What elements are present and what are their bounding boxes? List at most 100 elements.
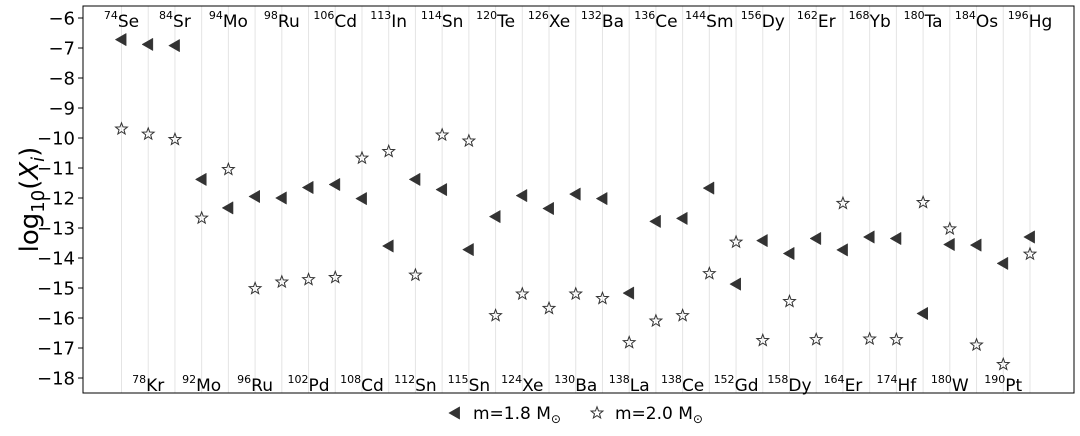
isotope-label-156dy: 156Dy [741,9,785,32]
series-2.0-point-19 [621,334,637,349]
series-1.8-point-22 [702,181,715,195]
series-2.0-point-15 [515,286,530,301]
series-2.0-point-20 [648,313,664,328]
series-2.0-point-13 [461,133,477,148]
y-tick-label: −15 [37,279,75,300]
isotope-label-124xe: 124Xe [501,373,543,396]
series-2.0-point-1 [140,126,156,141]
y-tick-label: −17 [37,339,75,360]
legend-star-icon [589,405,605,420]
y-tick-label: −13 [37,219,75,240]
legend-entry-1: m=1.8 M⊙ [473,404,561,426]
series-1.8-point-20 [649,214,661,229]
series-1.8-point-8 [328,177,341,192]
isotope-label-138ce: 138Ce [661,373,704,396]
series-1.8-point-3 [194,172,207,187]
isotope-label-74se: 74Se [104,9,139,32]
series-1.8-point-33 [996,256,1009,271]
series-1.8-point-31 [943,237,955,252]
series-2.0-point-5 [247,280,263,295]
isotope-label-144sm: 144Sm [685,9,733,32]
isotope-label-106cd: 106Cd [313,9,357,32]
series-1.8-point-5 [248,189,260,204]
series-1.8-point-14 [488,209,501,224]
series-1.8-point-9 [355,191,367,206]
y-tick-label: −8 [48,69,75,90]
isotope-label-126xe: 126Xe [528,9,570,32]
isotope-label-92mo: 92Mo [182,373,221,396]
series-1.8-point-1 [141,37,154,52]
series-1.8-point-13 [462,242,474,257]
series-1.8-point-27 [836,243,848,257]
y-tick-label: −11 [37,159,75,180]
series-2.0-point-29 [889,331,904,346]
isotope-label-130ba: 130Ba [554,373,597,396]
plot-frame [82,5,1075,394]
isotope-label-168yb: 168Yb [849,9,891,32]
isotope-label-84sr: 84Sr [159,9,191,32]
isotope-label-98ru: 98Ru [264,9,300,32]
series-1.8-point-21 [675,211,688,226]
series-1.8-point-6 [275,191,287,205]
series-1.8-point-10 [381,239,394,253]
series-2.0-point-28 [862,331,877,346]
legend-triangle-icon [448,406,460,420]
series-1.8-point-16 [542,201,554,216]
series-1.8-point-0 [114,32,127,47]
series-2.0-point-17 [568,286,584,301]
y-tick-label: −7 [48,39,75,60]
y-tick-label: −6 [48,9,75,30]
isotope-label-152gd: 152Gd [714,373,759,396]
series-1.8-point-28 [862,230,875,244]
series-1.8-point-29 [889,231,902,246]
series-1.8-point-23 [729,277,741,291]
series-1.8-point-7 [301,180,314,195]
isotope-label-184os: 184Os [955,9,998,32]
series-1.8-point-24 [756,233,768,248]
isotope-label-196hg: 196Hg [1008,9,1053,32]
series-1.8-point-15 [515,188,528,203]
series-2.0-point-3 [194,210,209,225]
isotope-label-136ce: 136Ce [634,9,677,32]
isotope-label-180w: 180W [931,373,969,396]
series-2.0-point-11 [408,267,423,282]
y-axis-label: log10(Xi) [15,147,49,253]
series-2.0-point-14 [488,307,503,322]
series-1.8-point-26 [809,231,822,246]
isotope-label-162er: 162Er [797,9,836,32]
series-2.0-point-24 [755,332,771,347]
series-1.8-point-12 [435,182,448,197]
series-2.0-point-23 [728,234,744,249]
series-2.0-point-25 [782,293,797,308]
series-1.8-point-11 [408,172,421,187]
series-2.0-point-8 [327,269,343,284]
series-2.0-point-30 [915,194,931,209]
series-2.0-point-18 [595,290,610,305]
series-2.0-point-0 [114,121,129,136]
isotope-label-113in: 113In [370,9,407,32]
series-1.8-point-4 [221,201,234,215]
series-2.0-point-2 [167,131,183,146]
isotope-label-78kr: 78Kr [132,373,164,396]
isotope-label-108cd: 108Cd [340,373,384,396]
series-2.0-point-6 [274,274,290,289]
series-2.0-point-4 [221,161,236,176]
series-2.0-point-21 [675,307,690,322]
isotope-label-164er: 164Er [824,373,863,396]
series-2.0-point-22 [702,265,717,280]
series-1.8-point-17 [569,187,581,201]
y-tick-label: −16 [37,309,75,330]
isotope-label-102pd: 102Pd [288,373,330,396]
series-2.0-point-7 [301,271,316,286]
y-tick-label: −18 [37,369,75,390]
isotope-label-115sn: 115Sn [448,373,491,396]
isotope-label-190pt: 190Pt [984,373,1022,396]
isotope-label-138la: 138La [609,373,650,396]
legend-entry-2: m=2.0 M⊙ [615,404,703,426]
series-2.0-point-34 [1022,246,1038,261]
isotope-label-132ba: 132Ba [581,9,624,32]
series-2.0-point-27 [835,195,851,210]
series-2.0-point-32 [969,337,984,352]
